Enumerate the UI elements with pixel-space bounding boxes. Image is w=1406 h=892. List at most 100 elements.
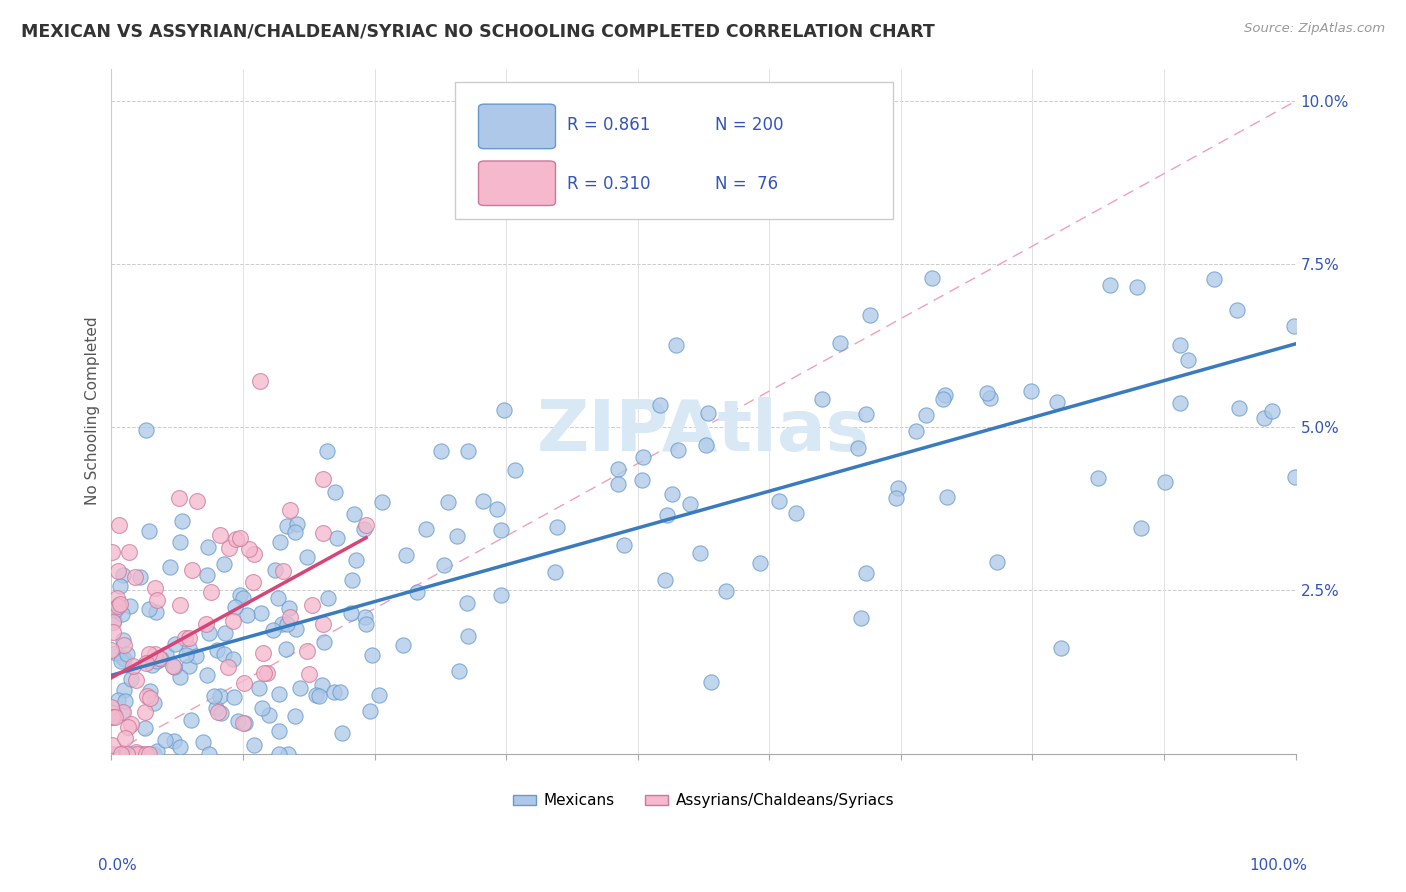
Point	[748, 556, 770, 570]
Point	[153, 732, 176, 747]
Point	[110, 654, 132, 668]
Point	[271, 616, 294, 631]
Point	[257, 707, 280, 722]
Point	[1126, 280, 1149, 294]
Point	[222, 614, 245, 628]
Point	[446, 529, 468, 543]
Point	[689, 546, 711, 560]
Point	[915, 408, 938, 422]
Point	[100, 709, 122, 723]
Point	[395, 548, 418, 562]
Point	[648, 399, 671, 413]
Point	[101, 545, 124, 559]
Point	[392, 638, 415, 652]
Point	[202, 689, 225, 703]
Point	[921, 270, 943, 285]
Point	[115, 747, 138, 761]
Point	[278, 503, 301, 517]
Point	[104, 710, 127, 724]
Point	[148, 651, 170, 665]
Point	[654, 573, 676, 587]
Point	[112, 638, 135, 652]
Point	[354, 518, 377, 533]
Point	[278, 610, 301, 624]
Point	[208, 528, 231, 542]
Point	[200, 585, 222, 599]
Point	[124, 570, 146, 584]
Point	[143, 747, 166, 761]
Point	[449, 664, 471, 678]
Point	[243, 738, 266, 752]
Point	[904, 424, 927, 438]
Point	[295, 550, 318, 565]
Point	[177, 631, 200, 645]
Point	[1154, 475, 1177, 489]
Point	[180, 563, 202, 577]
Point	[1099, 277, 1122, 292]
Point	[104, 603, 127, 617]
Point	[107, 747, 129, 761]
Point	[139, 683, 162, 698]
Point	[267, 747, 290, 761]
Point	[214, 647, 236, 661]
Point	[456, 596, 478, 610]
Point	[138, 524, 160, 539]
Point	[110, 705, 132, 719]
Point	[125, 747, 148, 761]
Point	[267, 723, 290, 738]
Point	[125, 745, 148, 759]
Point	[661, 487, 683, 501]
Point	[107, 747, 129, 761]
Point	[314, 635, 336, 649]
Point	[120, 716, 142, 731]
Point	[209, 706, 232, 720]
Point	[235, 607, 257, 622]
Point	[271, 565, 294, 579]
Point	[195, 568, 218, 582]
Point	[146, 744, 169, 758]
Point	[323, 485, 346, 500]
Point	[198, 625, 221, 640]
Text: N =  76: N = 76	[716, 175, 779, 193]
Point	[107, 692, 129, 706]
Point	[489, 524, 512, 538]
Point	[1046, 395, 1069, 409]
Point	[169, 670, 191, 684]
Point	[262, 623, 284, 637]
Point	[225, 533, 247, 547]
Point	[205, 642, 228, 657]
Point	[226, 714, 249, 728]
Point	[631, 450, 654, 464]
Point	[112, 651, 135, 665]
Point	[114, 731, 136, 745]
Text: R = 0.310: R = 0.310	[567, 175, 651, 193]
Point	[607, 462, 630, 476]
Point	[312, 472, 335, 486]
Point	[256, 666, 278, 681]
Point	[848, 441, 870, 455]
Point	[162, 660, 184, 674]
Point	[100, 643, 122, 657]
Point	[253, 666, 276, 681]
Point	[322, 685, 344, 699]
Point	[1284, 470, 1306, 484]
Point	[143, 581, 166, 595]
Point	[666, 443, 689, 458]
Point	[195, 667, 218, 681]
Point	[224, 600, 246, 615]
Point	[163, 733, 186, 747]
Point	[436, 494, 458, 508]
Point	[169, 739, 191, 754]
Point	[304, 688, 326, 702]
Point	[697, 406, 720, 420]
Point	[318, 591, 340, 605]
Point	[204, 700, 226, 714]
Point	[315, 443, 337, 458]
Point	[208, 690, 231, 704]
Text: N = 200: N = 200	[716, 116, 783, 134]
FancyBboxPatch shape	[454, 82, 893, 219]
Point	[976, 386, 998, 401]
Point	[934, 388, 956, 402]
Point	[252, 646, 274, 660]
Point	[191, 735, 214, 749]
